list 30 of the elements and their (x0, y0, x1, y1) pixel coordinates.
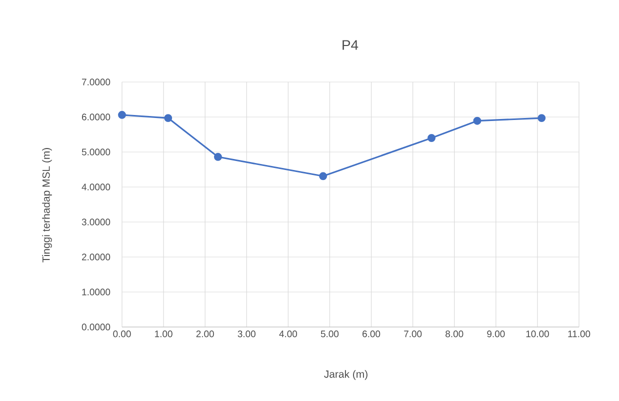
y-tick-label: 2.0000 (82, 254, 110, 260)
x-tick-label: 10.00 (526, 330, 549, 338)
point (118, 110, 126, 119)
y-tick-label: 5.0000 (82, 148, 110, 156)
x-axis-title: Jarak (m) (324, 370, 368, 380)
y-tick-label: 0.0000 (82, 324, 110, 330)
point (164, 114, 172, 122)
point (538, 114, 546, 122)
x-tick-label: 7.00 (404, 330, 422, 338)
x-tick-label: 5.00 (320, 330, 339, 338)
y-tick-label: 4.0000 (82, 184, 110, 190)
x-tick-label: 9.00 (487, 330, 505, 338)
y-tick-label: 6.0000 (82, 114, 110, 120)
x-tick-label: 11.00 (568, 330, 590, 338)
y-tick-label: 1.0000 (82, 288, 110, 296)
point (428, 134, 436, 142)
point (473, 116, 482, 125)
x-tick-label: 4.00 (279, 330, 298, 338)
point (319, 172, 328, 180)
x-tick-label: 1.00 (155, 330, 172, 338)
y-axis-title: Tinggi terhadap MSL (m) (42, 148, 52, 262)
x-tick-label: 8.00 (446, 330, 464, 338)
y-tick-label: 3.0000 (82, 218, 110, 226)
y-tick-label: 7.0000 (82, 78, 110, 86)
x-tick-label: 6.00 (362, 330, 380, 338)
point (214, 152, 222, 161)
chart-title: P4 (342, 40, 358, 50)
x-tick-label: 0.00 (113, 330, 131, 338)
x-tick-label: 2.00 (196, 330, 214, 338)
x-tick-label: 3.00 (238, 330, 256, 338)
